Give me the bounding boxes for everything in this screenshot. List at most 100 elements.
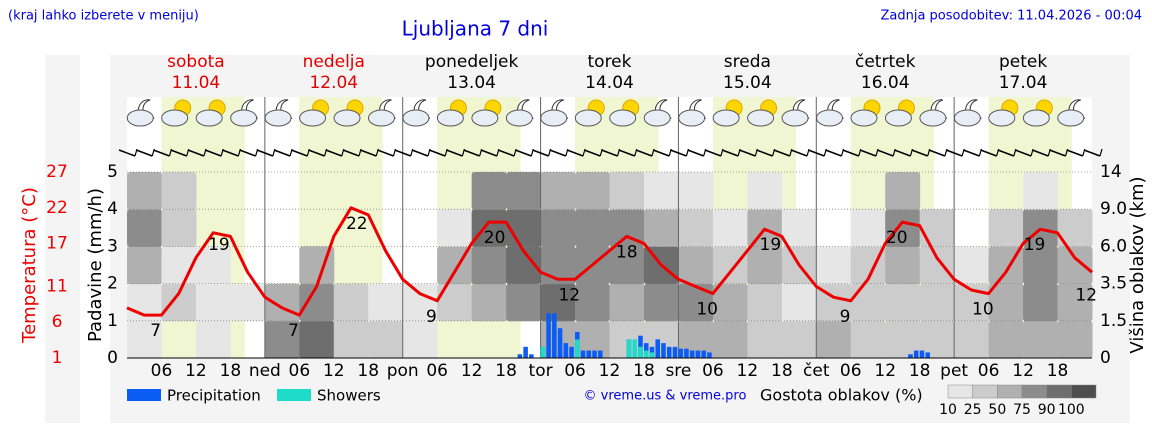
x-tick-label: 12 [461,361,483,381]
y-tick-label: 3 [107,236,118,256]
cloud-cell [712,209,748,247]
precip-bar [655,339,660,358]
x-tick-label: 06 [151,361,173,381]
cloud-cell [333,283,369,322]
cloud-legend-label: 100 [1058,402,1085,418]
cloud-cell [954,246,990,285]
wind-barb [204,149,222,157]
cloud-cell [678,246,714,285]
wind-barb [480,149,498,157]
cloud-cell [437,209,473,247]
cloud-icon [1057,109,1085,127]
precip-bar [707,352,712,358]
wind-barb [842,149,860,157]
cloud-cell [643,283,679,322]
wind-barb [308,149,325,157]
cloud-legend-swatch [947,384,973,399]
wind-barb [670,149,687,157]
precip-bar [666,346,672,358]
wind-barb [1014,149,1032,157]
cloud-legend-swatch [1021,384,1047,399]
cloud-icon [816,109,844,127]
legend-swatch [277,389,311,401]
cloud-cell [678,283,714,322]
cloud-cell [540,209,576,247]
wind-barb [118,149,136,157]
wind-barb [980,149,997,157]
day-date: 16.04 [861,73,910,93]
cloud-cell [850,246,886,285]
cloud-cell [781,209,817,247]
cloud-icon [919,109,947,127]
y-tick-label: 4 [107,199,118,219]
wind-barb [446,149,463,157]
cloud-legend-swatch [1071,384,1097,399]
wind-barb [187,149,205,157]
cloud-cell [919,320,955,359]
cloud-cell [368,320,404,359]
cloud-cell [264,283,300,322]
cloud-cell [747,283,783,322]
cloud-cell [575,320,610,359]
wind-barb [411,149,429,157]
cloud-cell [471,246,507,285]
cloud-cell [195,283,231,322]
y-tick-label: 1 [107,311,118,331]
y-tick-label: 2 [107,274,118,294]
temperature-extreme-label: 12 [1075,285,1097,305]
x-tick-label: 06 [702,361,724,381]
cloud-icon [471,109,499,127]
cloud-legend-swatch [997,384,1023,399]
cloud-cell [919,246,955,285]
legend-label: Showers [317,387,381,405]
x-tick-label: 18 [1047,361,1069,381]
temperature-axis-title: Temperatura (°C) [19,187,40,344]
precip-bar [557,328,563,358]
cloud-cell [127,172,162,210]
precip-bar [919,350,925,358]
x-tick-label: sre [665,361,691,381]
cloud-cell [885,320,921,359]
temperature-tick-label: 11 [46,276,68,296]
x-tick-label: 18 [909,361,931,381]
y2-tick-label: 6.0 [1100,236,1127,256]
temperature-tick-label: 17 [46,234,68,254]
cloud-cell [506,283,542,322]
temperature-tick-label: 22 [46,198,68,218]
updated: Zadnja posodobitev: 11.04.2026 - 00:04 [880,9,1142,24]
temperature-tick-label: 6 [52,312,63,332]
temperature-tick-label: 1 [52,348,63,368]
x-tick-label: 12 [185,361,207,381]
temperature-tick-label: 27 [46,162,68,182]
cloud-legend-label: 10 [939,402,957,418]
cloud-icon [609,109,637,127]
cloud-cell [471,209,507,247]
wind-barb [652,149,670,157]
precip-bar [643,350,649,358]
cloud-cell [1023,246,1059,285]
temperature-extreme-label: 9 [426,307,437,327]
wind-barb [239,149,256,157]
cloud-cell [299,246,335,285]
wind-barb [566,149,584,157]
cloud-icon [540,109,568,127]
cloud-cell [402,283,438,322]
precip-bar [546,313,551,358]
x-tick-label: 06 [289,361,311,381]
day-name: nedelja [303,52,365,72]
chart-title: Ljubljana 7 dni [402,17,549,41]
precip-bar [529,354,534,358]
x-tick-label: pon [387,361,419,381]
wind-barb [928,149,946,157]
wind-barb [721,149,739,157]
cloud-cell [885,209,921,247]
y-tick-label: 5 [107,162,118,182]
cloud-cell [919,209,955,247]
wind-barb [1049,149,1066,157]
precip-bar [695,350,701,358]
wind-barb [497,149,515,157]
precip-bar [638,346,643,358]
cloud-cell [885,172,921,210]
wind-barb [325,149,343,157]
